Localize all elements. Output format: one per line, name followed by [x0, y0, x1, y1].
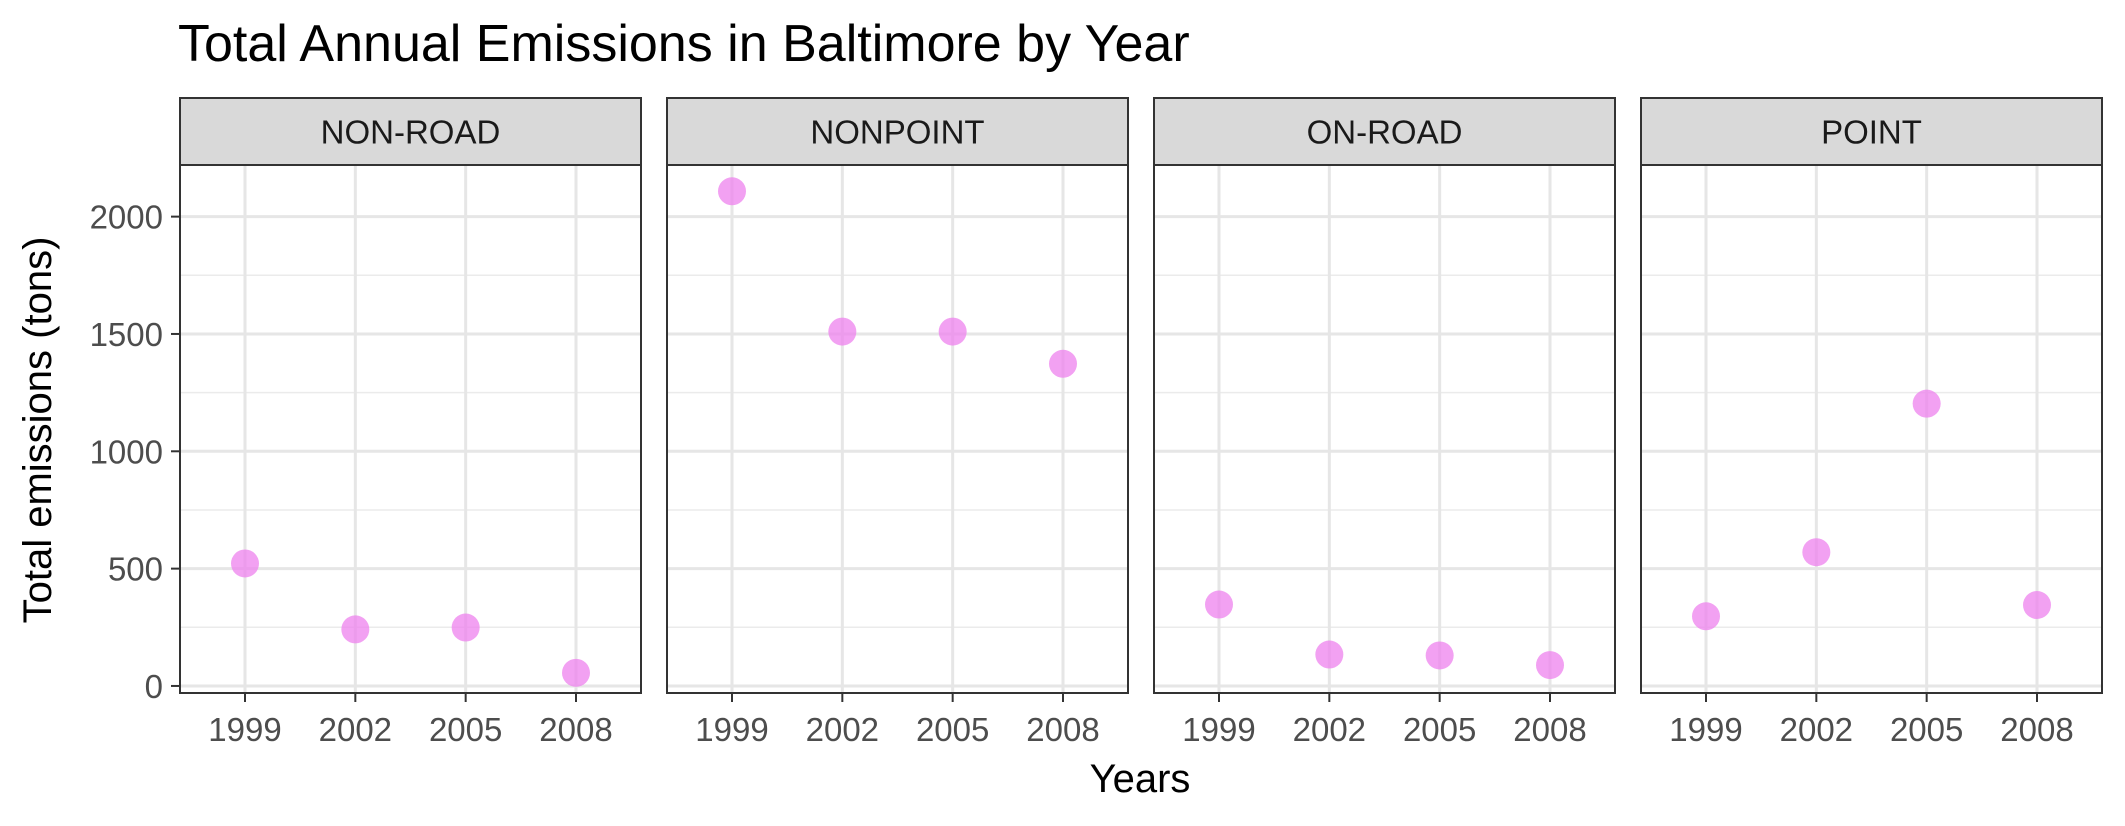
data-point: [1315, 640, 1344, 669]
panel-border: [666, 164, 1129, 694]
data-point: [451, 613, 480, 642]
facet-non-road: NON-ROAD 1999 2002 2005 2008 0 500 1000 1500 2000: [90, 97, 642, 748]
data-point: [231, 549, 259, 578]
data-point: [2023, 591, 2051, 619]
chart-title: Total Annual Emissions in Baltimore by Y…: [178, 15, 1190, 73]
facet-strip: [179, 97, 642, 166]
data-point: [1049, 349, 1077, 378]
facet-strip: [1640, 97, 2103, 166]
data-point: [938, 317, 967, 346]
x-tick-label: 2002: [319, 711, 392, 748]
y-axis-title: Total emissions (tons): [16, 237, 60, 624]
x-tick-label: 2002: [1293, 711, 1366, 748]
facet-strip: [666, 97, 1129, 166]
data-point: [718, 177, 746, 206]
x-tick-label: 2008: [539, 711, 612, 748]
x-tick-label: 2005: [1403, 711, 1476, 748]
data-point: [1912, 389, 1941, 418]
y-tick-label: 2000: [90, 199, 163, 236]
facet-strip: [1153, 97, 1616, 166]
x-tick-label: 1999: [1182, 711, 1255, 748]
y-tick-label: 1500: [90, 316, 163, 353]
facet-strip-label: NON-ROAD: [321, 114, 501, 151]
panel-border: [1640, 164, 2103, 694]
x-tick-label: 2005: [429, 711, 502, 748]
x-tick-label: 1999: [1669, 711, 1742, 748]
x-tick-label: 2008: [2000, 711, 2073, 748]
facet-on-road: ON-ROAD 1999 2002 2005 2008: [1153, 97, 1616, 748]
x-tick-label: 2008: [1513, 711, 1586, 748]
panel-border: [1153, 164, 1616, 694]
facet-strip-label: NONPOINT: [810, 114, 984, 151]
x-tick-label: 2008: [1026, 711, 1099, 748]
data-point: [1536, 651, 1564, 680]
data-point: [562, 658, 590, 687]
panel-background: [667, 165, 1128, 693]
facet-strip-label: POINT: [1821, 114, 1922, 151]
x-tick-label: 2002: [1780, 711, 1853, 748]
x-tick-label: 1999: [695, 711, 768, 748]
facet-point: POINT 1999 2002 2005 2008: [1640, 97, 2103, 748]
y-tick-label: 1000: [90, 433, 163, 470]
facet-panels: NON-ROAD 1999 2002 2005 2008 0 500 1000 1500 2000…: [90, 97, 2103, 748]
x-tick-label: 2005: [916, 711, 989, 748]
x-tick-label: 2002: [806, 711, 879, 748]
panel-border: [179, 164, 642, 694]
y-tick-label: 0: [145, 668, 163, 705]
data-point: [1802, 538, 1831, 567]
x-tick-label: 1999: [208, 711, 281, 748]
panel-background: [180, 165, 641, 693]
data-point: [1205, 590, 1233, 619]
x-tick-label: 2005: [1890, 711, 1963, 748]
data-point: [341, 615, 370, 644]
data-point: [1425, 641, 1454, 670]
data-point: [1692, 602, 1720, 631]
data-point: [828, 317, 857, 346]
x-axis-title: Years: [1090, 757, 1191, 801]
y-tick-label: 500: [108, 551, 163, 588]
facet-nonpoint: NONPOINT 1999 2002 2005 2008: [666, 97, 1129, 748]
facet-strip-label: ON-ROAD: [1307, 114, 1463, 151]
